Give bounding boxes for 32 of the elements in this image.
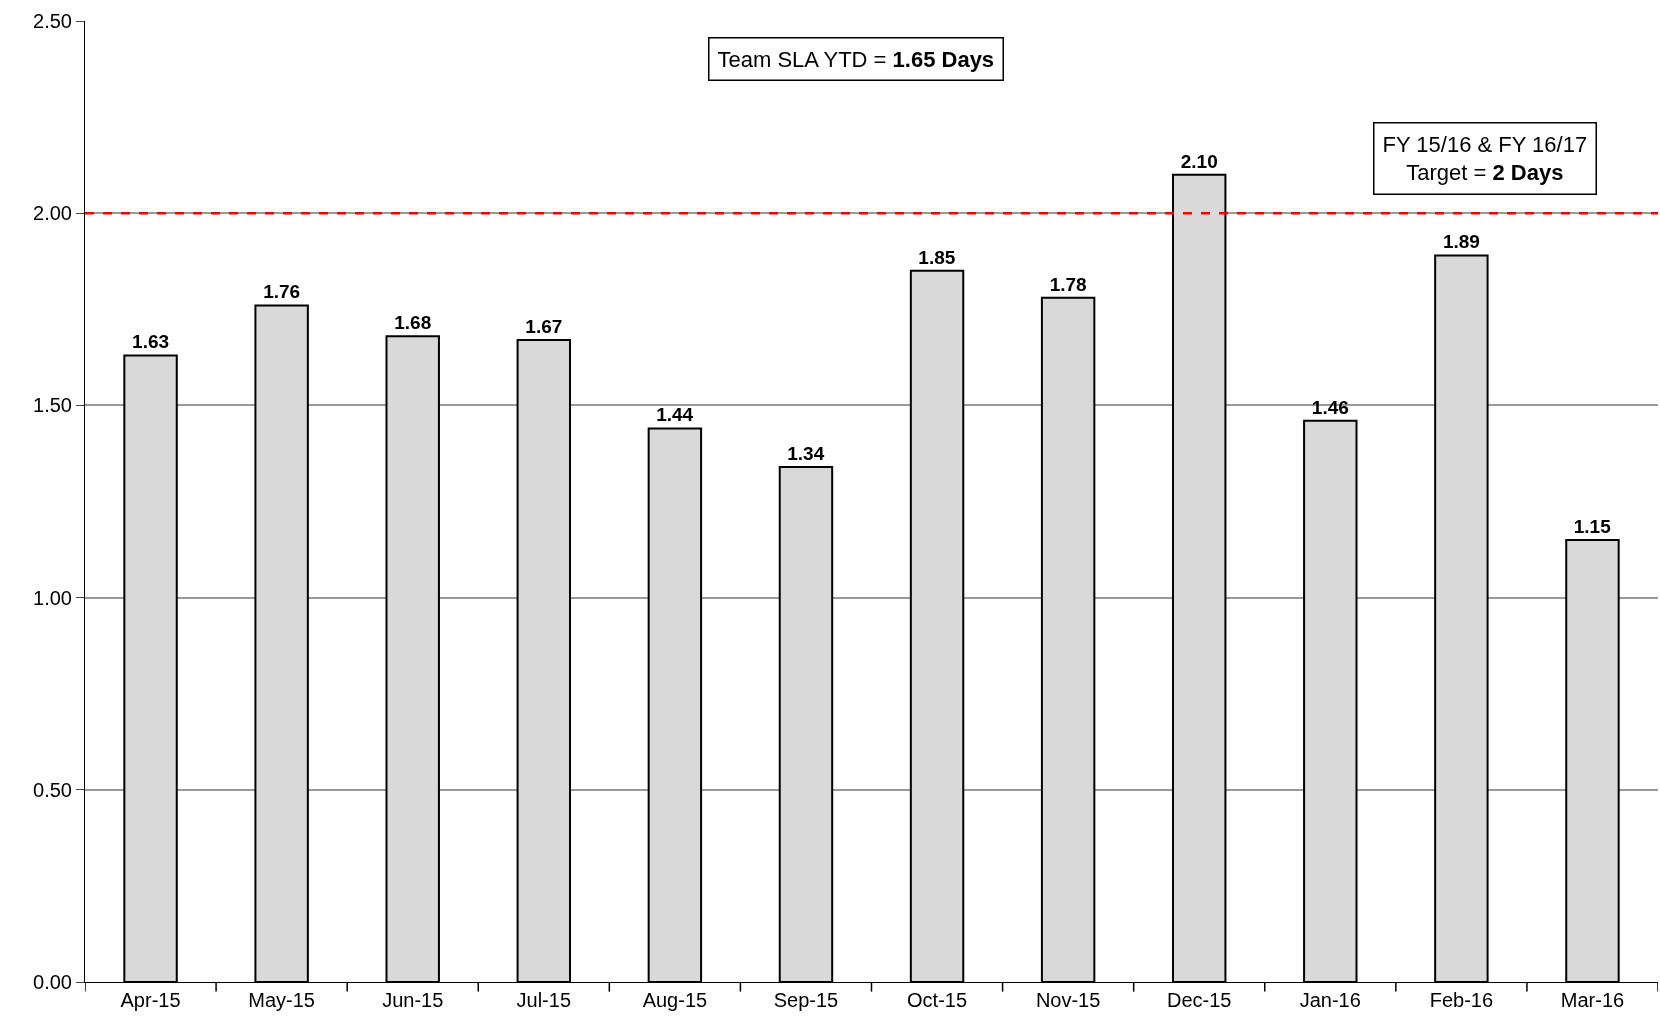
data-label: 1.89 <box>1442 231 1480 253</box>
x-tick-label: May-15 <box>248 989 315 1011</box>
y-tick-label: 0.50 <box>33 778 72 801</box>
x-tick-label: Jan-16 <box>1299 989 1361 1011</box>
x-tick-label: Jul-15 <box>516 989 572 1011</box>
data-label: 1.78 <box>1049 273 1087 295</box>
y-tick-label: 0.00 <box>33 971 72 993</box>
x-tick-label: Apr-15 <box>120 989 181 1011</box>
y-tick-label: 2.50 <box>33 10 72 32</box>
y-tick-label: 1.00 <box>33 586 72 609</box>
y-tick-label: 2.00 <box>33 202 72 225</box>
data-label: 1.46 <box>1311 396 1349 418</box>
data-label: 1.67 <box>525 316 563 338</box>
y-tick-label: 1.50 <box>33 394 72 417</box>
data-label: 1.85 <box>918 246 956 268</box>
data-label: 1.76 <box>263 281 301 303</box>
data-label: 1.68 <box>394 312 432 334</box>
data-label: 1.15 <box>1573 515 1612 537</box>
x-tick-label: Mar-16 <box>1560 989 1625 1011</box>
x-tick-label: Dec-15 <box>1166 989 1232 1011</box>
annotation: FY 15/16 & FY 16/17 Target = 2 Days <box>1382 131 1588 186</box>
data-label: 1.44 <box>656 404 694 426</box>
x-tick-label: Oct-15 <box>907 989 968 1011</box>
data-label: 1.34 <box>787 442 825 464</box>
annotation: Team SLA YTD = 1.65 Days <box>717 46 995 72</box>
data-label: 2.10 <box>1180 150 1218 172</box>
data-label: 1.63 <box>132 331 170 353</box>
x-tick-label: Jun-15 <box>382 989 444 1011</box>
x-tick-label: Nov-15 <box>1035 989 1101 1011</box>
x-tick-label: Feb-16 <box>1429 989 1494 1011</box>
x-tick-label: Sep-15 <box>773 989 839 1011</box>
x-tick-label: Aug-15 <box>642 989 708 1011</box>
